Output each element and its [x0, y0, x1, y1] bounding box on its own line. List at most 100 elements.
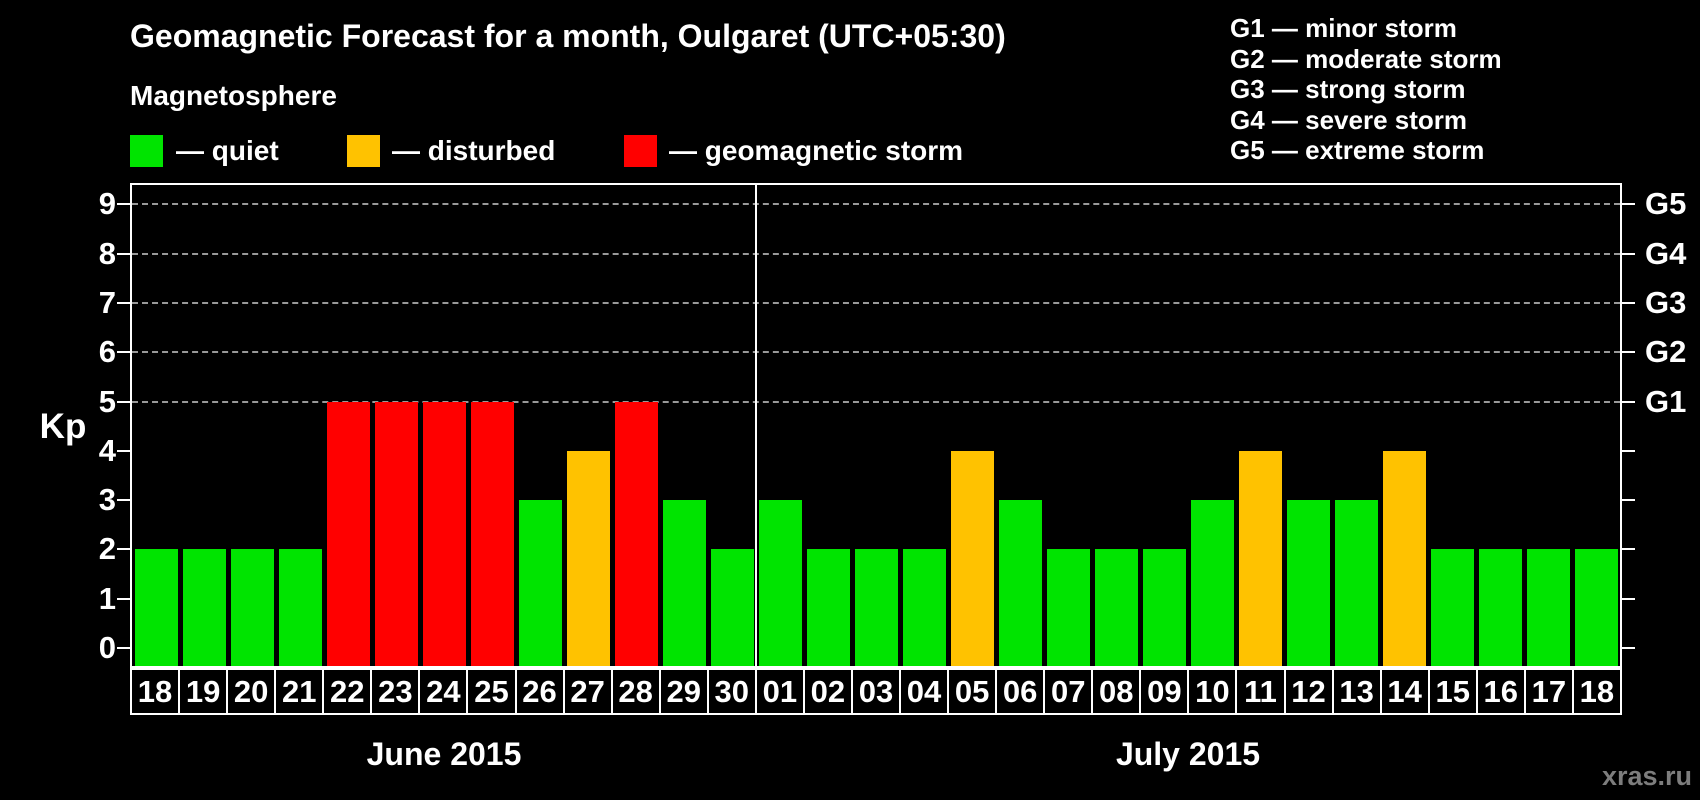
kp-bar-disturbed: [950, 450, 994, 666]
g-level-label-g1: G1: [1645, 383, 1687, 419]
kp-bar-quiet: [134, 549, 178, 666]
right-tick: [1622, 499, 1635, 502]
date-cell: 21: [274, 670, 322, 713]
legend-label-quiet: — quiet: [176, 135, 279, 166]
legend-label-disturbed: — disturbed: [392, 135, 556, 166]
date-cell: 03: [850, 670, 899, 713]
date-cell: 18: [137, 673, 173, 709]
kp-bar-quiet: [230, 549, 274, 666]
left-tick: [117, 252, 130, 255]
date-cell: 09: [1139, 670, 1187, 713]
plot-inner: [132, 185, 1620, 666]
date-cell: 10: [1187, 670, 1235, 713]
date-cell: 12: [1283, 670, 1332, 713]
gridline-kp5: [132, 400, 1620, 403]
gridline-kp8: [132, 252, 1620, 255]
date-cell: 11: [1235, 670, 1283, 713]
watermark: xras.ru: [1601, 761, 1692, 791]
y-tick-label: 2: [98, 531, 116, 567]
y-tick-label: 8: [98, 235, 116, 271]
kp-bar-quiet: [518, 500, 562, 666]
g-legend-line: G1 — minor storm: [1230, 13, 1457, 43]
kp-bar-storm: [326, 401, 370, 666]
date-cell: 05: [947, 670, 995, 713]
date-cell: 14: [1379, 670, 1428, 713]
date-cell: 18: [1571, 670, 1620, 713]
g-level-label-g5: G5: [1645, 186, 1687, 222]
month-label-july: July 2015: [1115, 736, 1261, 772]
right-tick: [1622, 252, 1635, 255]
g-legend-line: G3 — strong storm: [1230, 74, 1466, 105]
y-tick-label: 5: [98, 383, 116, 419]
left-tick: [117, 449, 130, 452]
date-cell: 08: [1091, 670, 1139, 713]
y-tick-label: 7: [98, 284, 116, 320]
date-cell: 17: [1523, 670, 1572, 713]
legend-label-storm: — geomagnetic storm: [669, 135, 964, 166]
magnetosphere-label: Magnetosphere: [130, 80, 337, 111]
g-legend-line: G5 — extreme storm: [1230, 135, 1485, 166]
disturbed-color-swatch: [347, 135, 380, 167]
kp-bar-storm: [614, 401, 658, 666]
left-tick: [117, 597, 130, 600]
date-cell: 30: [706, 670, 755, 713]
y-tick-label: 9: [98, 186, 116, 222]
kp-bar-quiet: [998, 500, 1042, 666]
kp-bar-quiet: [1094, 549, 1138, 666]
g-level-label-g3: G3: [1645, 284, 1687, 320]
right-tick: [1622, 647, 1635, 649]
date-cell: 04: [899, 670, 947, 713]
right-tick: [1622, 351, 1635, 354]
kp-bar-storm: [374, 401, 418, 666]
plot-area: [130, 183, 1622, 668]
right-tick: [1622, 400, 1635, 403]
left-tick: [117, 647, 130, 649]
left-tick: [117, 203, 130, 206]
y-tick-label: 3: [98, 482, 116, 518]
gridline-kp9: [132, 203, 1620, 206]
g-legend-line: G2 — moderate storm: [1230, 43, 1502, 74]
kp-bar-quiet: [1478, 549, 1522, 666]
kp-bar-quiet: [278, 549, 322, 666]
kp-bar-quiet: [710, 549, 754, 666]
date-cell: 16: [1475, 670, 1524, 713]
date-cell: 15: [1427, 670, 1476, 713]
quiet-color-swatch: [130, 135, 163, 167]
legend-item-storm: [624, 135, 657, 167]
g-legend-line: G4 — severe storm: [1230, 104, 1468, 135]
kp-bar-quiet: [1430, 549, 1474, 666]
date-cell: 24: [418, 670, 466, 713]
date-cell: 29: [658, 670, 707, 713]
right-tick: [1622, 548, 1635, 551]
g-storm-legend: G1 — minor storm G2 — moderate storm G3 — …: [1230, 13, 1502, 166]
kp-bar-quiet: [1574, 549, 1618, 666]
date-cell: 02: [802, 670, 851, 713]
y-tick-label: 1: [98, 580, 116, 616]
right-tick: [1622, 203, 1635, 206]
y-axis-title: Kp: [39, 407, 87, 446]
y-tick-label: 6: [98, 334, 116, 370]
kp-bar-disturbed: [566, 450, 610, 666]
g-level-label-g2: G2: [1645, 334, 1687, 370]
kp-bar-quiet: [182, 549, 226, 666]
kp-bar-quiet: [806, 549, 850, 666]
kp-bar-disturbed: [1382, 450, 1426, 666]
left-tick: [117, 301, 130, 304]
left-tick: [117, 548, 130, 551]
left-tick: [117, 400, 130, 403]
page-title: Geomagnetic Forecast for a month, Oulgar…: [130, 18, 1006, 54]
kp-bar-quiet: [854, 549, 898, 666]
left-tick: [117, 499, 130, 502]
legend-item-disturbed: [347, 135, 380, 167]
kp-bar-quiet: [1526, 549, 1570, 666]
y-tick-label: 0: [98, 630, 116, 665]
kp-bar-quiet: [1190, 500, 1234, 666]
date-cell: 28: [610, 670, 659, 713]
date-cell: 23: [370, 670, 418, 713]
left-tick: [117, 351, 130, 354]
gridline-kp7: [132, 301, 1620, 304]
date-cell: 01: [754, 670, 803, 713]
date-cell: 19: [178, 670, 226, 713]
right-tick: [1622, 597, 1635, 600]
